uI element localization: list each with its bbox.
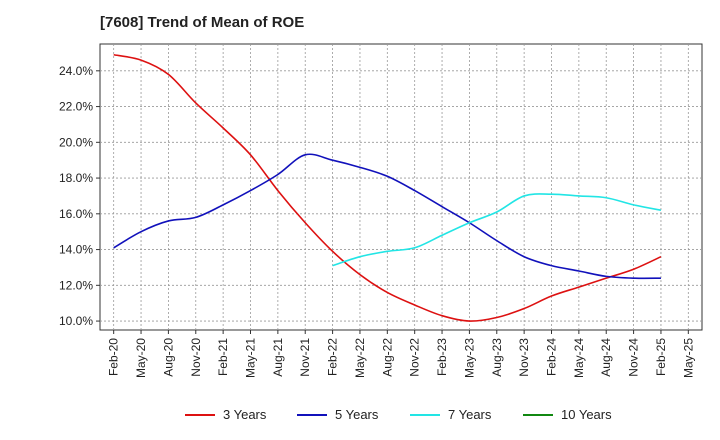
x-tick-label: May-21 [244, 338, 258, 378]
series-line-5-years [113, 153, 661, 280]
x-tick-label: Aug-23 [490, 338, 504, 377]
x-tick-label: Nov-24 [627, 338, 641, 377]
x-tick-label: Feb-20 [107, 338, 121, 376]
y-tick-label: 12.0% [59, 278, 93, 292]
x-tick-label: Aug-21 [271, 338, 285, 377]
x-tick-label: Aug-20 [161, 338, 175, 377]
series-line-3-years [113, 53, 662, 322]
plot-area [99, 43, 703, 331]
y-tick-label: 14.0% [59, 243, 93, 257]
y-tick-label: 16.0% [59, 207, 93, 221]
x-tick-label: Nov-23 [517, 338, 531, 377]
chart-title: [7608] Trend of Mean of ROE [100, 14, 305, 31]
x-tick-label: Feb-22 [326, 338, 340, 376]
legend-label-3-years: 3 Years [223, 407, 267, 422]
legend-label-5-years: 5 Years [335, 407, 379, 422]
y-tick-label: 10.0% [59, 314, 93, 328]
x-tick-label: Feb-23 [435, 338, 449, 376]
x-tick-label: Feb-24 [545, 338, 559, 376]
y-tick-label: 22.0% [59, 100, 93, 114]
y-tick-label: 20.0% [59, 135, 93, 149]
x-tick-label: Nov-22 [408, 338, 422, 377]
x-tick-label: May-24 [572, 338, 586, 378]
x-tick-label: Nov-21 [298, 338, 312, 377]
legend-label-7-years: 7 Years [448, 407, 492, 422]
legend-label-10-years: 10 Years [561, 407, 612, 422]
x-tick-label: Aug-24 [599, 338, 613, 377]
y-tick-label: 24.0% [59, 64, 93, 78]
y-tick-label: 18.0% [59, 171, 93, 185]
x-tick-label: May-25 [681, 338, 695, 378]
x-tick-label: Feb-21 [216, 338, 230, 376]
series-line-7-years [332, 193, 662, 267]
x-tick-label: Feb-25 [654, 338, 668, 376]
x-tick-label: Aug-22 [380, 338, 394, 377]
x-tick-label: May-23 [462, 338, 476, 378]
x-tick-label: May-22 [353, 338, 367, 378]
x-tick-label: May-20 [134, 338, 148, 378]
x-tick-label: Nov-20 [189, 338, 203, 377]
